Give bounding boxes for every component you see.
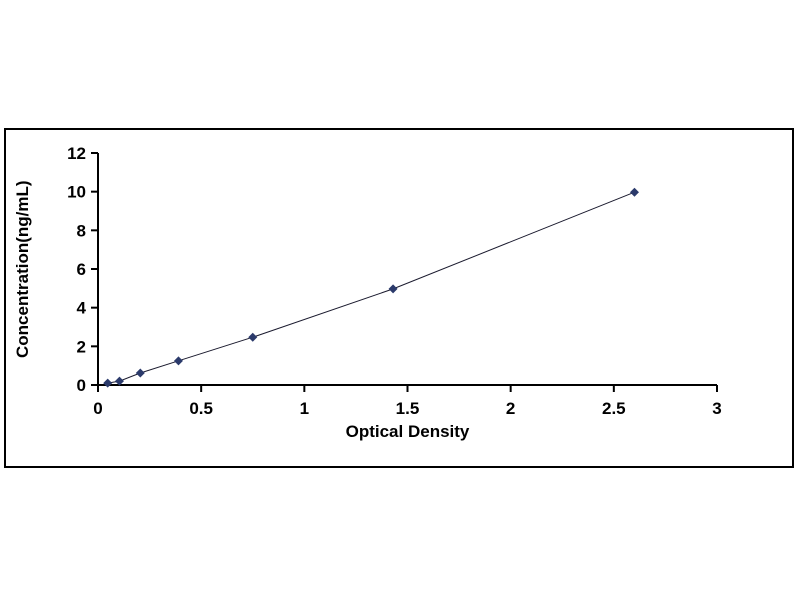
axes bbox=[97, 153, 717, 386]
data-line bbox=[107, 191, 635, 384]
x-tick-label: 2.5 bbox=[602, 399, 626, 418]
data-point-marker bbox=[114, 376, 124, 386]
data-point-marker bbox=[629, 187, 639, 197]
x-tick-label: 2 bbox=[506, 399, 515, 418]
x-tick-label: 1 bbox=[300, 399, 309, 418]
y-tick-label: 10 bbox=[67, 183, 86, 202]
x-tick-label: 1.5 bbox=[396, 399, 420, 418]
y-tick-label: 12 bbox=[67, 144, 86, 163]
x-tick-label: 0.5 bbox=[189, 399, 213, 418]
y-tick-label: 6 bbox=[77, 260, 86, 279]
standard-curve-chart: 0 0.5 1 1.5 2 2.5 3 0 2 4 6 8 10 12 bbox=[67, 144, 722, 418]
data-point-marker bbox=[173, 356, 183, 366]
y-tick-label: 0 bbox=[77, 376, 86, 395]
y-tick-label: 4 bbox=[77, 299, 87, 318]
data-point-marker bbox=[103, 378, 113, 388]
y-tick-label: 2 bbox=[77, 337, 86, 356]
data-point-marker bbox=[388, 284, 398, 294]
x-axis-label: Optical Density bbox=[345, 422, 470, 441]
x-tick-label: 3 bbox=[712, 399, 721, 418]
chart-frame: 0 0.5 1 1.5 2 2.5 3 0 2 4 6 8 10 12 Optical Density C… bbox=[4, 128, 794, 468]
x-tick-label: 0 bbox=[93, 399, 102, 418]
y-axis-label: Concentration(ng/mL) bbox=[13, 180, 32, 358]
data-point-marker bbox=[248, 332, 258, 342]
data-point-marker bbox=[135, 368, 145, 378]
y-tick-label: 8 bbox=[77, 221, 86, 240]
